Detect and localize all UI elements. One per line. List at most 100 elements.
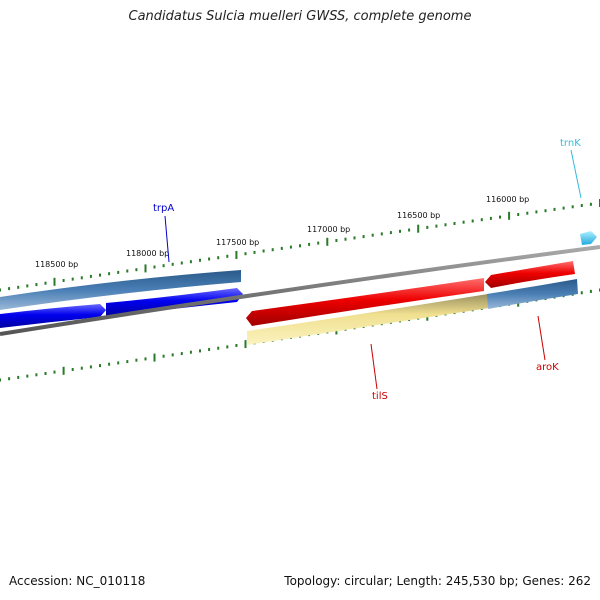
map-title: Candidatus Sulcia muelleri GWSS, complet… <box>128 9 472 24</box>
outer-minor-tick <box>8 287 11 291</box>
outer-minor-tick <box>480 218 483 222</box>
inner-minor-tick <box>8 377 11 381</box>
outer-major-tick <box>53 277 56 286</box>
outer-minor-tick <box>462 220 465 224</box>
tick-label-116000: 116000 bp <box>486 195 529 204</box>
inner-minor-tick <box>144 357 147 361</box>
outer-minor-tick <box>262 249 265 253</box>
inner-minor-tick <box>199 349 201 353</box>
outer-minor-tick <box>253 250 256 254</box>
outer-minor-tick <box>0 288 1 292</box>
outer-minor-tick <box>289 245 292 249</box>
gene-label-trpA: trpA <box>153 203 174 214</box>
inner-minor-tick <box>135 358 138 362</box>
outer-minor-tick <box>71 277 74 281</box>
inner-minor-tick <box>589 289 592 293</box>
gene-label-tilS: tilS <box>372 391 388 402</box>
cds-arrow-tilS <box>246 278 484 326</box>
outer-minor-tick <box>562 206 565 210</box>
outer-minor-tick <box>171 262 174 266</box>
outer-minor-tick <box>426 225 429 229</box>
tick-label-116500: 116500 bp <box>397 211 440 220</box>
tick-label-118000: 118000 bp <box>126 249 169 258</box>
outer-minor-tick <box>271 248 274 252</box>
outer-minor-tick <box>199 258 201 262</box>
outer-minor-tick <box>280 246 283 250</box>
inner-minor-tick <box>44 372 47 375</box>
leader-line-trnK <box>570 149 582 199</box>
inner-minor-tick <box>71 368 74 371</box>
inner-minor-tick <box>117 361 120 365</box>
inner-minor-tick <box>189 350 192 354</box>
inner-minor-tick <box>99 364 101 368</box>
outer-major-tick <box>235 251 238 259</box>
inner-minor-tick <box>17 375 20 379</box>
outer-minor-tick <box>535 210 538 214</box>
leader-line-aroK <box>537 315 546 361</box>
outer-minor-tick <box>471 219 474 223</box>
outer-minor-tick <box>126 269 129 273</box>
outer-major-tick <box>508 211 511 220</box>
outer-minor-tick <box>244 252 247 256</box>
outer-major-tick <box>417 224 420 233</box>
cds-arrow-aroK <box>485 261 575 288</box>
outer-minor-tick <box>371 233 374 237</box>
tick-label-117000: 117000 bp <box>307 225 350 234</box>
inner-minor-tick <box>235 344 238 347</box>
outer-minor-tick <box>444 223 447 227</box>
outer-minor-tick <box>108 272 111 276</box>
tick-label-118500: 118500 bp <box>35 260 78 269</box>
outer-minor-tick <box>226 254 229 258</box>
outer-minor-tick <box>308 242 311 246</box>
inner-major-tick <box>244 340 247 349</box>
inner-minor-tick <box>53 370 56 374</box>
inner-minor-tick <box>180 352 183 356</box>
inner-minor-tick <box>0 378 1 382</box>
inner-minor-tick <box>26 374 29 378</box>
outer-minor-tick <box>380 232 383 236</box>
outer-minor-tick <box>44 281 47 285</box>
trna-arrow-trnK <box>580 231 597 245</box>
inner-minor-tick <box>171 353 174 357</box>
inner-minor-tick <box>217 346 220 350</box>
outer-minor-tick <box>153 265 156 269</box>
outer-minor-tick <box>453 222 456 225</box>
outer-minor-tick <box>499 215 501 219</box>
inner-minor-tick <box>226 345 229 349</box>
inner-minor-tick <box>35 373 38 377</box>
outer-minor-tick <box>589 202 592 206</box>
outer-minor-tick <box>389 231 392 235</box>
outer-minor-tick <box>580 204 583 207</box>
outer-minor-tick <box>117 270 120 274</box>
outer-minor-tick <box>517 213 520 216</box>
outer-minor-tick <box>180 261 183 265</box>
outer-minor-tick <box>162 264 165 268</box>
outer-minor-tick <box>435 224 438 228</box>
cds-arrow-forward-left <box>0 304 106 328</box>
tick-label-117500: 117500 bp <box>216 238 259 247</box>
genome-summary-text: Topology: circular; Length: 245,530 bp; … <box>284 574 591 588</box>
outer-minor-tick <box>299 244 301 248</box>
feature-bar-tilS <box>247 294 489 345</box>
gene-bar-aroK <box>487 279 578 309</box>
outer-minor-tick <box>80 276 83 280</box>
outer-minor-tick <box>362 235 365 239</box>
outer-minor-tick <box>89 274 92 278</box>
cds-arrow-trpA <box>106 288 243 317</box>
outer-minor-tick <box>544 209 547 213</box>
outer-minor-tick <box>62 279 65 282</box>
outer-minor-tick <box>571 205 574 209</box>
inner-minor-tick <box>126 360 129 364</box>
gene-bar-trpA <box>0 270 241 310</box>
outer-minor-tick <box>35 283 38 287</box>
inner-minor-tick <box>208 348 211 351</box>
outer-minor-tick <box>344 237 347 241</box>
outer-minor-tick <box>353 236 356 240</box>
inner-minor-tick <box>162 354 165 358</box>
outer-minor-tick <box>317 241 320 245</box>
outer-tick-row <box>0 199 600 292</box>
outer-major-tick <box>326 237 329 246</box>
gene-label-trnK: trnK <box>560 138 581 149</box>
accession-text: Accession: NC_010118 <box>9 574 146 588</box>
